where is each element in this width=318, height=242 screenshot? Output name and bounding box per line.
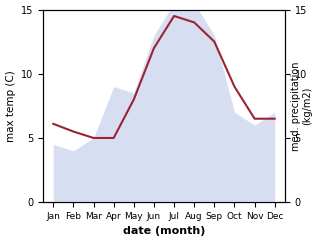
Y-axis label: max temp (C): max temp (C) bbox=[5, 70, 16, 142]
X-axis label: date (month): date (month) bbox=[123, 227, 205, 236]
Y-axis label: med. precipitation
(kg/m2): med. precipitation (kg/m2) bbox=[291, 61, 313, 151]
